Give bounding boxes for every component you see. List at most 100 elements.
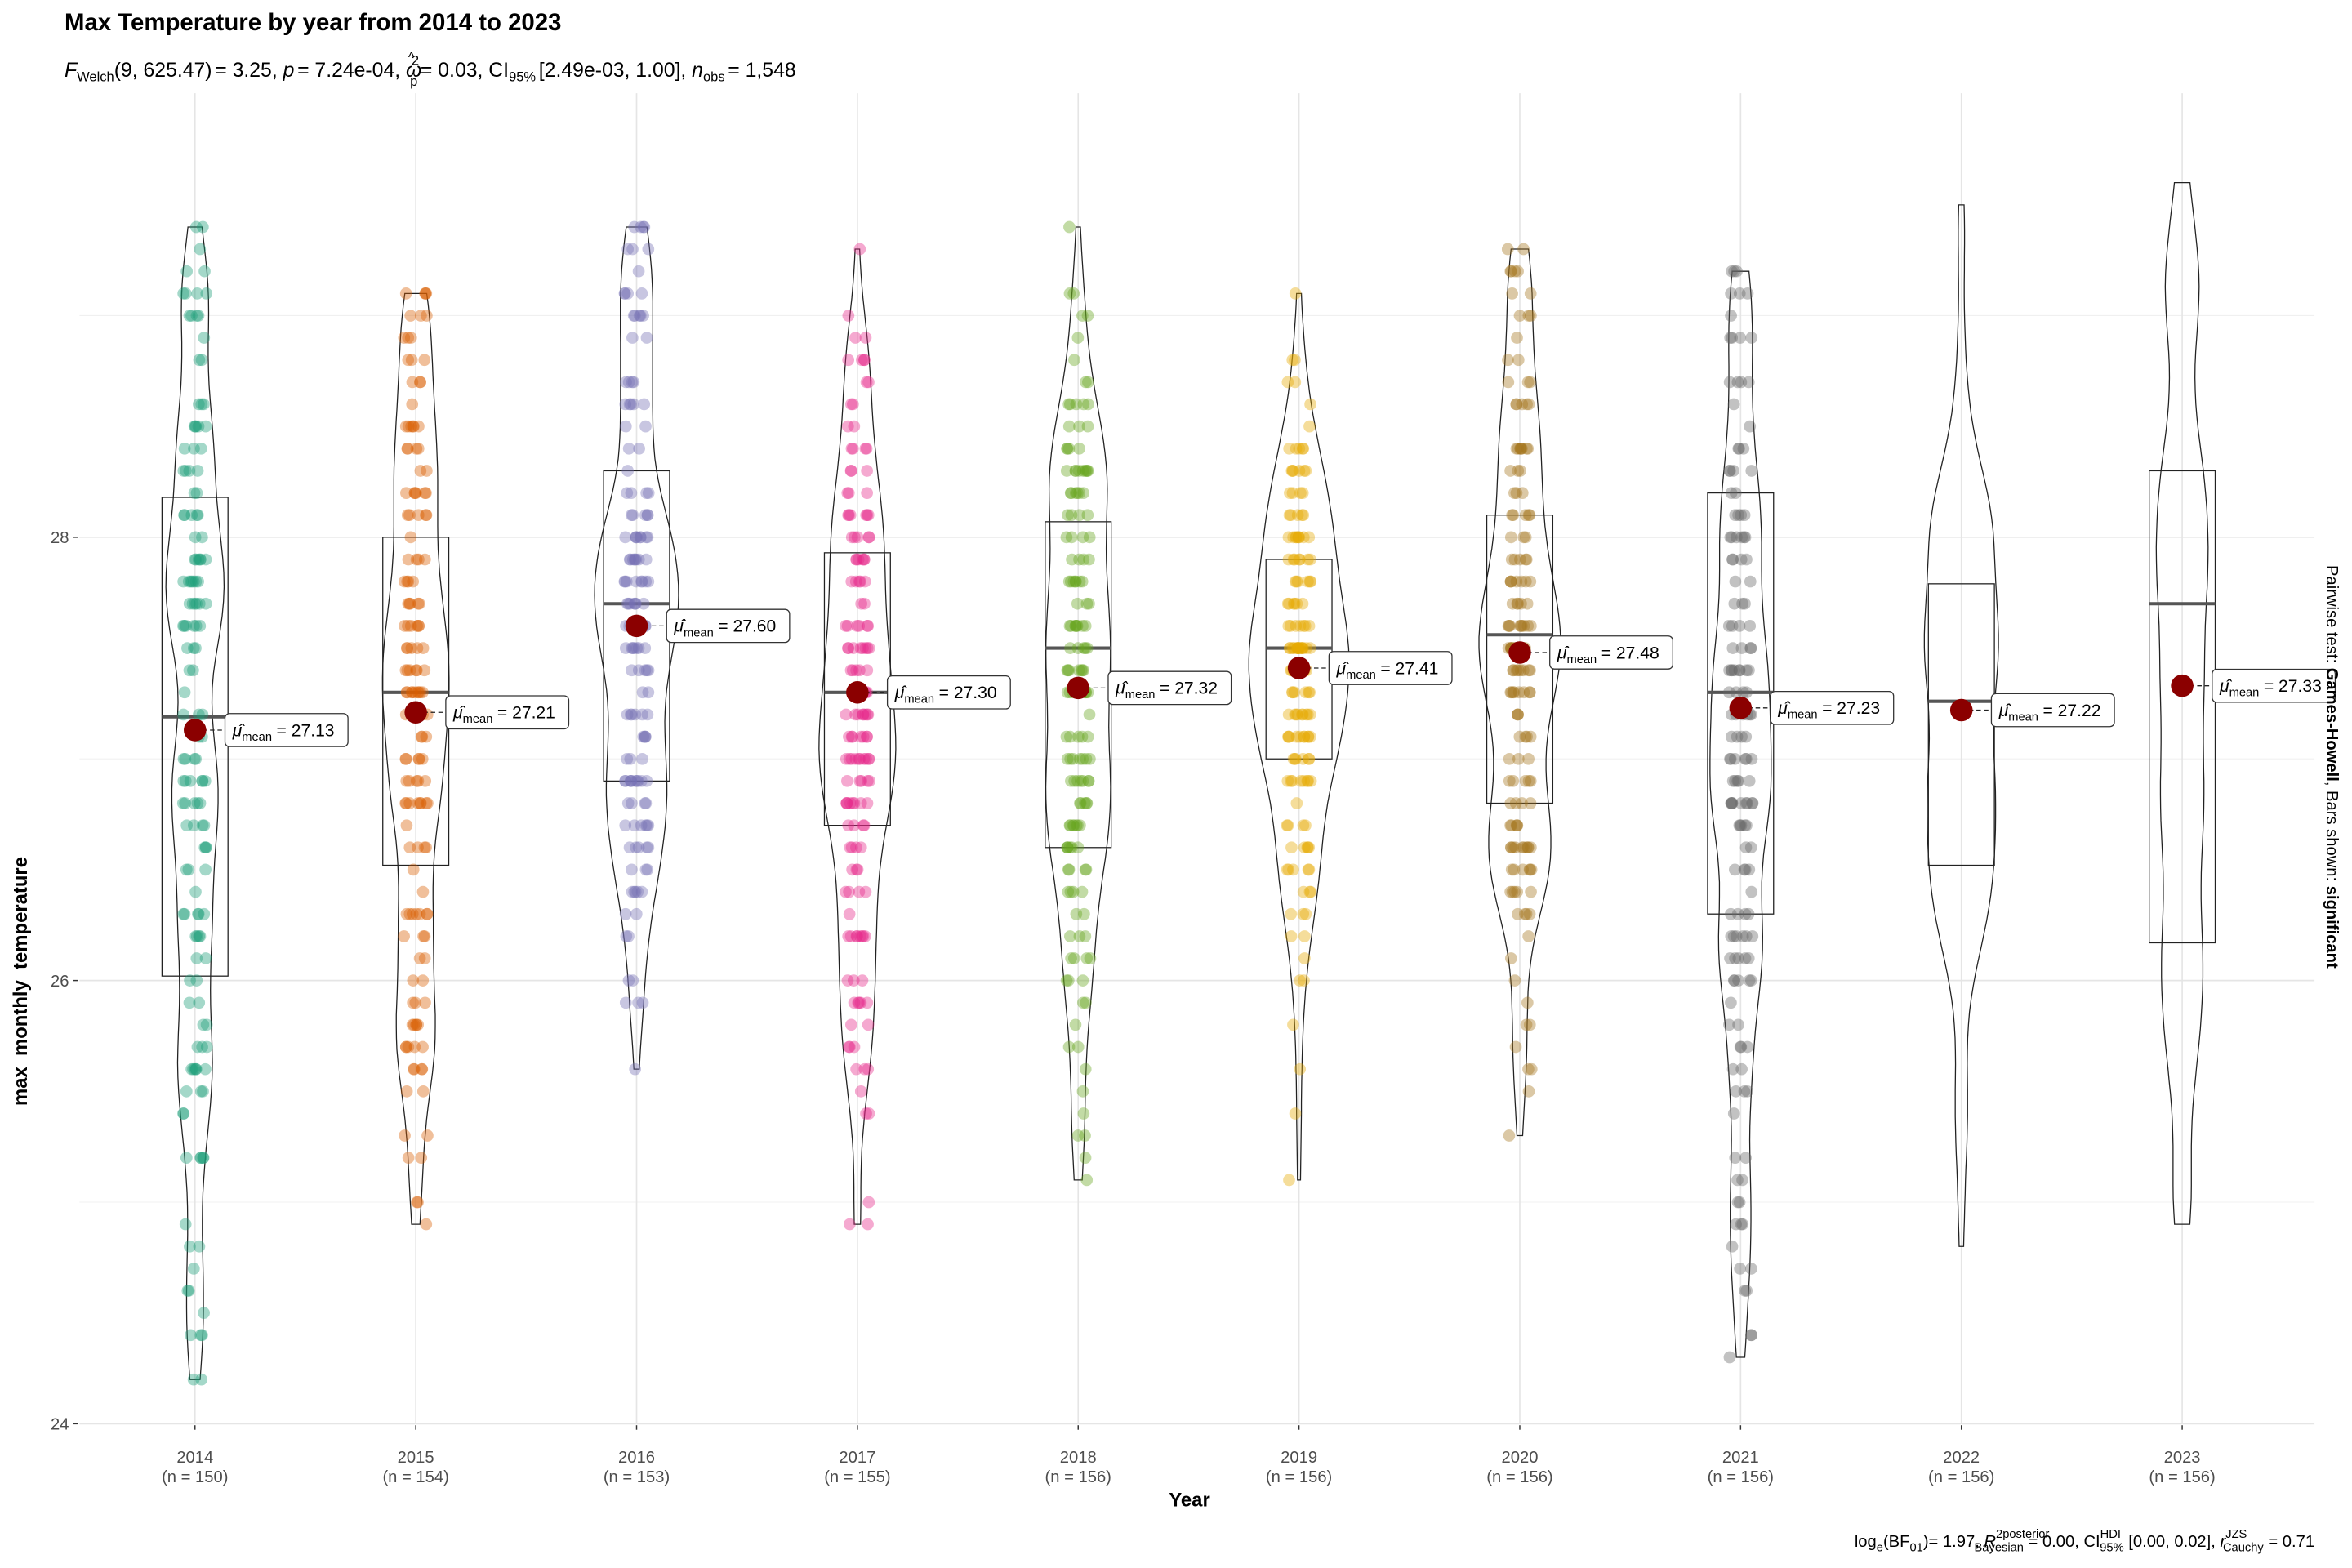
data-point	[850, 863, 863, 876]
data-point	[633, 442, 645, 455]
data-point	[412, 620, 425, 632]
data-point	[634, 531, 647, 544]
data-point	[1080, 863, 1093, 876]
data-point	[846, 664, 859, 677]
data-point	[861, 730, 873, 743]
right-caption: Pairwise test: Games-Howell, Bars shown:…	[2323, 565, 2341, 969]
data-point	[1079, 1062, 1092, 1076]
data-point	[1504, 885, 1517, 898]
data-point	[843, 730, 855, 743]
data-point	[193, 930, 206, 942]
data-point	[1525, 841, 1537, 854]
data-point	[621, 597, 634, 610]
data-point	[861, 797, 874, 809]
data-point	[190, 509, 203, 522]
data-point	[189, 620, 203, 632]
data-point	[1076, 575, 1089, 588]
x-tick-n-label: (n = 155)	[824, 1468, 890, 1486]
data-point	[413, 907, 426, 920]
data-point	[1080, 797, 1094, 809]
data-point	[1512, 752, 1525, 765]
data-point	[1522, 664, 1535, 677]
data-point	[1507, 686, 1520, 699]
data-point	[418, 952, 431, 964]
data-point	[1723, 465, 1736, 477]
data-point	[1070, 819, 1083, 832]
data-point	[416, 1062, 429, 1076]
data-point	[845, 841, 858, 854]
data-point	[180, 265, 194, 278]
data-point	[849, 752, 862, 765]
data-point	[1060, 974, 1073, 987]
data-point	[1508, 553, 1521, 566]
data-point	[180, 1152, 193, 1165]
data-point	[399, 797, 412, 809]
data-point	[1512, 907, 1524, 920]
data-point	[1739, 907, 1752, 920]
data-point	[407, 575, 419, 588]
data-point	[861, 465, 873, 477]
data-point	[197, 1018, 210, 1031]
data-point	[1297, 509, 1310, 522]
data-point	[1073, 487, 1086, 500]
data-point	[187, 642, 200, 654]
data-point	[196, 531, 208, 544]
data-point	[419, 553, 431, 566]
data-point	[1284, 620, 1297, 632]
data-point	[1077, 487, 1090, 500]
data-point	[1512, 442, 1525, 455]
data-point	[1076, 310, 1089, 322]
data-point	[1504, 575, 1517, 588]
data-point	[1298, 465, 1311, 477]
data-point	[1525, 885, 1537, 898]
data-point	[196, 774, 209, 787]
data-point	[1289, 287, 1302, 300]
data-point	[1296, 487, 1309, 500]
data-point	[1302, 575, 1314, 588]
data-point	[185, 575, 197, 588]
data-point	[630, 575, 643, 588]
data-point	[1732, 952, 1745, 964]
data-point	[1076, 996, 1089, 1009]
data-point	[1288, 597, 1301, 610]
data-point	[1735, 531, 1748, 544]
data-point	[1293, 642, 1305, 654]
data-point	[1523, 1018, 1536, 1031]
data-point	[1508, 974, 1521, 987]
data-point	[639, 730, 652, 743]
data-point	[843, 885, 855, 898]
data-point	[1301, 774, 1314, 787]
data-point	[1287, 752, 1300, 765]
data-point	[189, 752, 203, 765]
data-point	[403, 597, 416, 610]
data-point	[403, 597, 416, 610]
data-point	[1523, 686, 1536, 699]
data-point	[193, 597, 206, 610]
data-point	[1513, 730, 1526, 743]
data-point	[629, 597, 642, 610]
data-point	[1081, 730, 1094, 743]
data-point	[628, 553, 641, 566]
data-point	[1740, 730, 1753, 743]
data-point	[411, 642, 424, 654]
data-point	[198, 774, 212, 787]
data-point	[636, 996, 649, 1009]
data-point	[1060, 730, 1073, 743]
data-point	[860, 509, 873, 522]
data-point	[628, 885, 641, 898]
data-point	[841, 420, 854, 433]
data-point	[1732, 974, 1744, 987]
violin-2014	[165, 226, 225, 1380]
data-point	[639, 420, 652, 433]
data-point	[1734, 332, 1747, 344]
data-point	[618, 287, 631, 300]
data-point	[1303, 686, 1316, 699]
data-point	[1731, 907, 1744, 920]
data-point	[189, 597, 202, 610]
data-point	[1510, 819, 1523, 832]
data-point	[840, 797, 853, 809]
data-point	[1745, 1263, 1757, 1275]
data-point	[1738, 1085, 1751, 1098]
data-point	[199, 420, 212, 433]
data-point	[178, 509, 191, 522]
